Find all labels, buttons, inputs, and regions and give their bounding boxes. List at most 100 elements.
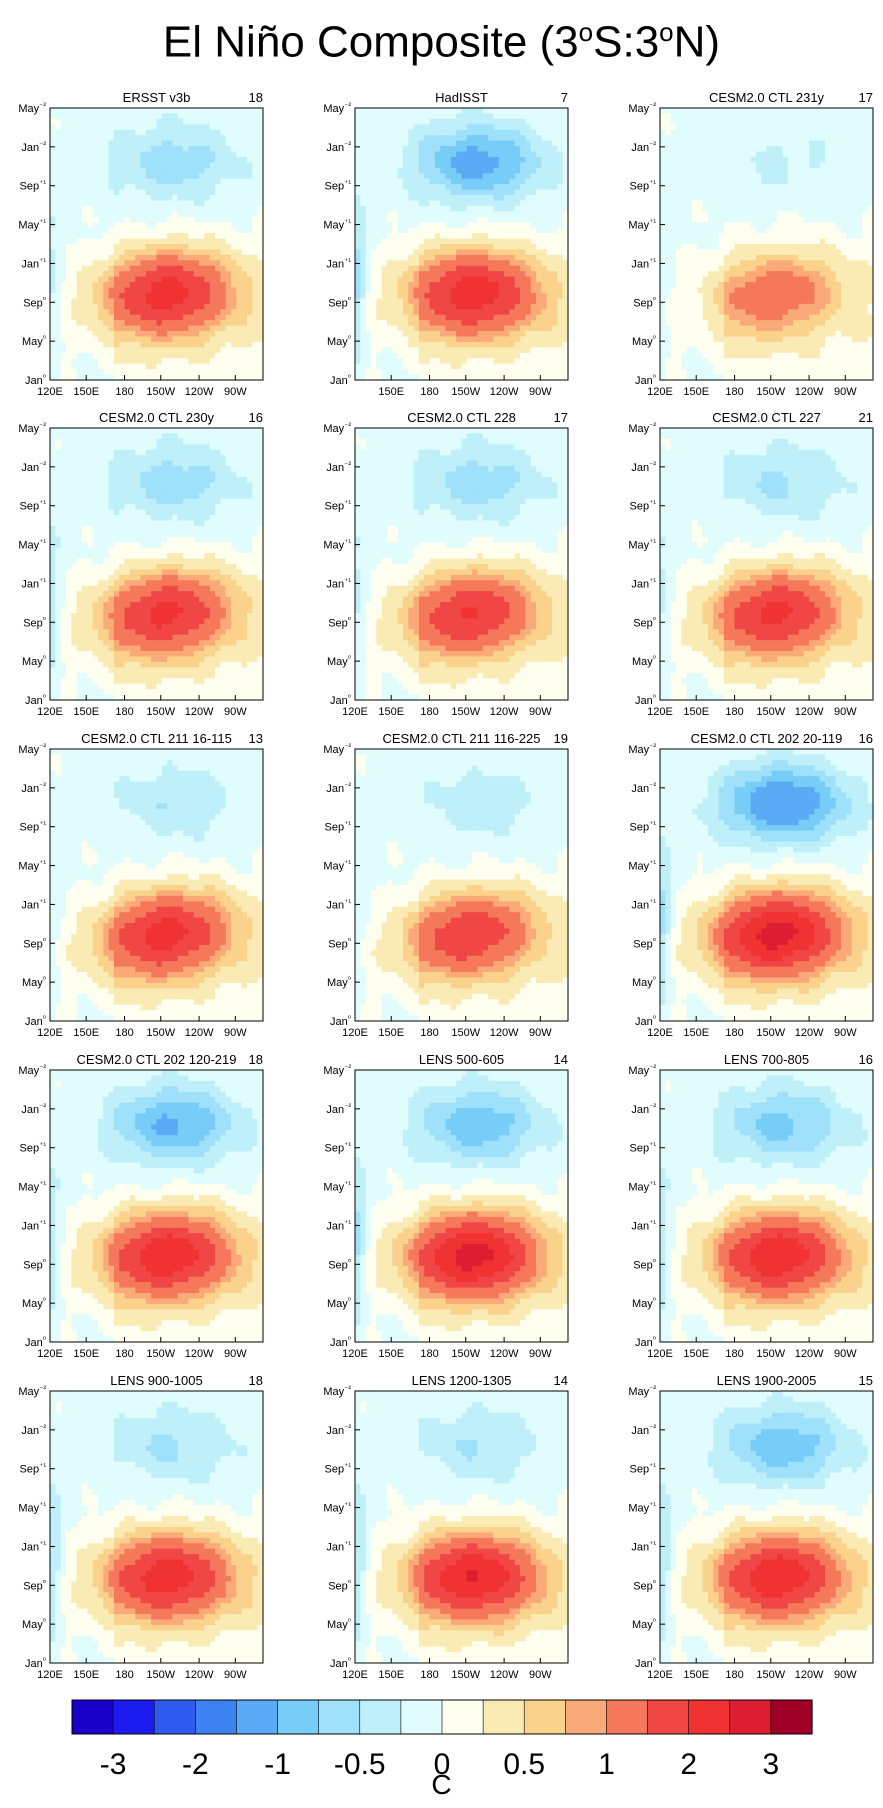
heat-cell: [135, 129, 142, 136]
heat-cell: [124, 189, 131, 196]
heat-cell: [552, 374, 558, 381]
heat-cell: [862, 118, 869, 125]
heat-cell: [129, 151, 136, 158]
heat-cell: [681, 124, 688, 131]
heat-cell: [161, 189, 168, 196]
heat-cell: [782, 151, 789, 158]
heat-cell: [204, 167, 211, 174]
heat-cell: [413, 135, 420, 142]
heat-cell: [252, 260, 259, 267]
heat-cell: [355, 195, 361, 202]
heat-cell: [215, 265, 221, 272]
heat-cell: [830, 205, 837, 212]
heat-cell: [92, 205, 99, 212]
heat-cell: [87, 140, 94, 147]
heat-cell: [376, 118, 383, 125]
heat-cell: [825, 108, 831, 115]
heat-cell: [365, 347, 372, 354]
heat-cell: [670, 195, 677, 202]
heat-cell: [562, 135, 569, 142]
heat-cell: [108, 184, 115, 191]
heat-cell: [546, 254, 553, 261]
heat-cell: [675, 227, 682, 234]
heat-cell: [151, 347, 158, 354]
heat-cell: [247, 124, 253, 131]
heat-cell: [220, 325, 227, 332]
heat-cell: [140, 211, 147, 218]
heat-cell: [755, 162, 762, 169]
heat-cell: [525, 135, 532, 142]
heat-cell: [236, 205, 243, 212]
heat-cell: [365, 124, 372, 131]
heat-cell: [697, 135, 704, 142]
heat-cell: [841, 227, 847, 234]
heat-cell: [81, 292, 88, 299]
heat-cell: [103, 108, 110, 115]
heat-cell: [498, 135, 505, 142]
heat-cell: [541, 358, 548, 365]
heat-cell: [777, 124, 784, 131]
heat-cell: [488, 178, 495, 185]
heat-cell: [199, 298, 206, 305]
heat-cell: [777, 129, 784, 136]
heat-cell: [514, 254, 521, 261]
heat-cell: [177, 140, 184, 147]
heat-cell: [520, 276, 526, 283]
heat-cell: [718, 129, 725, 136]
heat-cell: [209, 352, 216, 359]
heat-cell: [76, 271, 83, 278]
heat-cell: [488, 156, 495, 163]
heat-cell: [697, 189, 704, 196]
heat-cell: [140, 260, 147, 267]
heat-cell: [188, 265, 195, 272]
heat-cell: [65, 271, 72, 278]
heat-cell: [71, 211, 78, 218]
heat-cell: [562, 195, 569, 202]
heat-cell: [392, 331, 399, 338]
heat-cell: [418, 151, 425, 158]
heat-cell: [376, 254, 383, 261]
heat-cell: [119, 303, 126, 310]
heat-cell: [514, 195, 521, 202]
heat-cell: [215, 118, 221, 125]
heat-cell: [370, 195, 377, 202]
heat-cell: [231, 363, 237, 370]
heat-cell: [456, 140, 463, 147]
heat-cell: [81, 140, 88, 147]
heat-cell: [220, 363, 227, 370]
heat-cell: [161, 135, 168, 142]
heat-cell: [782, 189, 789, 196]
heat-cell: [76, 249, 83, 256]
heat-cell: [670, 162, 677, 169]
heat-cell: [247, 331, 253, 338]
heat-cell: [55, 146, 62, 153]
heat-cell: [252, 189, 259, 196]
heat-cell: [370, 200, 377, 207]
heat-cell: [552, 129, 558, 136]
heat-cell: [108, 271, 115, 278]
heat-cell: [392, 189, 399, 196]
heat-cell: [509, 276, 516, 283]
heat-cell: [557, 244, 564, 251]
heat-cell: [798, 195, 805, 202]
heat-cell: [509, 156, 516, 163]
heat-cell: [402, 325, 409, 332]
heat-cell: [745, 184, 752, 191]
heat-cell: [681, 184, 688, 191]
heat-cell: [151, 331, 158, 338]
heat-cell: [702, 140, 709, 147]
heat-cell: [370, 184, 377, 191]
heat-cell: [108, 363, 115, 370]
heat-cell: [514, 358, 521, 365]
heat-cell: [177, 184, 184, 191]
heat-cell: [691, 205, 698, 212]
heat-cell: [204, 249, 211, 256]
heat-cell: [215, 363, 221, 370]
heat-cell: [445, 282, 452, 289]
heat-cell: [252, 358, 259, 365]
heat-cell: [713, 113, 720, 120]
heat-cell: [252, 309, 259, 316]
heat-cell: [402, 173, 409, 180]
heat-cell: [188, 211, 195, 218]
heat-cell: [702, 173, 709, 180]
